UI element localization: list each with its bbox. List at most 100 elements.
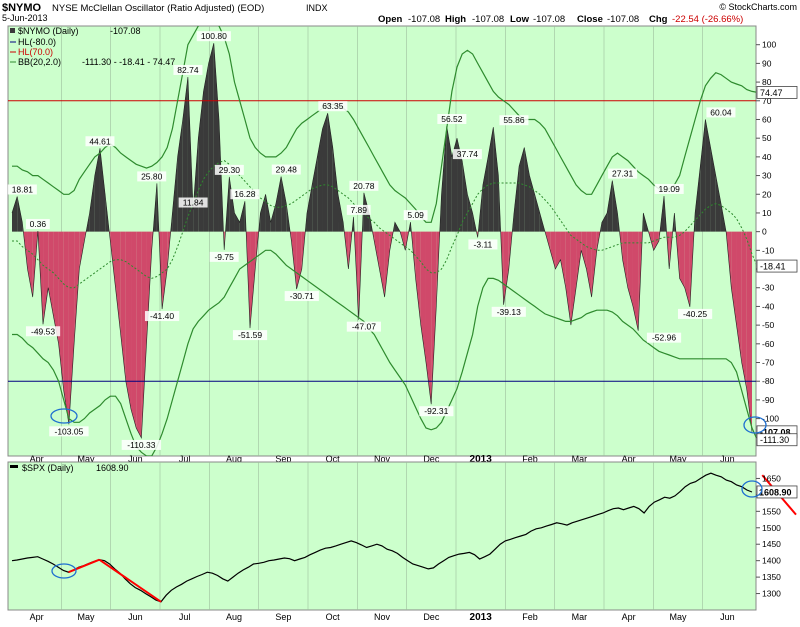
chart-date: 5-Jun-2013 (2, 13, 48, 23)
exchange-label: INDX (306, 3, 328, 13)
y-tick-label: 80 (762, 77, 772, 87)
annotation-label: 7.89 (350, 205, 367, 215)
month-tick-label: Jun (720, 612, 735, 622)
y-tick-label: 1400 (762, 556, 781, 566)
month-tick-label: Nov (374, 612, 391, 622)
month-tick-label: Jul (179, 612, 191, 622)
annotation-label: 44.61 (89, 136, 111, 146)
y-tick-label: 1300 (762, 589, 781, 599)
chart-description: NYSE McClellan Oscillator (Ratio Adjuste… (52, 3, 264, 14)
legend-spx: $SPX (Daily) (22, 463, 74, 473)
legend-nymo-value: -107.08 (110, 26, 141, 36)
y-tick-label: 1650 (762, 473, 781, 483)
y-tick-label: 10 (762, 208, 772, 218)
legend-hl-low: HL(-80.0) (18, 37, 56, 47)
y-tick-label: 1500 (762, 523, 781, 533)
chg-label: Chg (649, 14, 668, 25)
y-tick-label: 20 (762, 189, 772, 199)
annotation-label: 55.86 (503, 115, 525, 125)
nymo-positive-segment (209, 43, 214, 231)
low-value: -107.08 (533, 14, 565, 25)
spx-legend: $SPX (Daily) 1608.90 (10, 463, 129, 473)
month-tick-label: Dec (423, 612, 440, 622)
month-tick-label: Aug (226, 612, 242, 622)
annotation-label: 29.48 (276, 165, 298, 175)
annotation-label: -41.40 (150, 311, 174, 321)
right-value-label: 74.47 (760, 88, 783, 98)
right-value-label: -111.30 (760, 435, 789, 445)
y-tick-label: 1550 (762, 506, 781, 516)
copyright-notice: © StockCharts.com (719, 2, 797, 12)
annotation-label: -39.13 (497, 307, 521, 317)
month-tick-label: May (77, 612, 95, 622)
annotation-label: -49.53 (31, 326, 55, 336)
month-tick-label: Mar (572, 612, 588, 622)
y-tick-label: 0 (762, 227, 767, 237)
annotation-label: -51.59 (238, 330, 262, 340)
nymo-negative-segment (131, 232, 136, 428)
y-tick-label: -50 (762, 320, 775, 330)
annotation-label: 56.52 (441, 114, 463, 124)
annotation-label: 82.74 (177, 65, 199, 75)
annotation-label: -40.25 (683, 309, 707, 319)
annotation-label: -110.33 (127, 440, 155, 450)
close-value: -107.08 (607, 14, 639, 25)
annotation-label: 25.80 (141, 171, 163, 181)
legend-hl-high: HL(70.0) (18, 47, 53, 57)
right-value-label: 1608.90 (759, 487, 792, 497)
legend-bb-value: -111.30 - -18.41 - 74.47 (82, 57, 175, 67)
y-tick-label: 60 (762, 114, 772, 124)
month-tick-label: Apr (30, 612, 44, 622)
high-value: -107.08 (472, 14, 504, 25)
annotation-label: 0.36 (30, 219, 47, 229)
y-tick-label: -70 (762, 358, 775, 368)
annotation-label: 16.28 (234, 189, 256, 199)
y-tick-label: 100 (762, 40, 776, 50)
y-tick-label: 30 (762, 171, 772, 181)
y-tick-label: -10 (762, 245, 775, 255)
y-tick-label: -80 (762, 376, 775, 386)
spx-right-labels: 1608.90 (757, 486, 797, 498)
y-tick-label: -90 (762, 395, 775, 405)
y-tick-label: -60 (762, 339, 775, 349)
annotation-label: 11.84 (183, 198, 204, 208)
month-tick-label: Sep (275, 612, 291, 622)
spx-panel-bg (8, 462, 756, 610)
annotation-label: -9.75 (214, 252, 234, 262)
month-tick-label: Feb (522, 612, 538, 622)
y-tick-label: 90 (762, 58, 772, 68)
nymo-negative-segment (136, 232, 141, 438)
y-tick-label: 1350 (762, 572, 781, 582)
annotation-label: 19.09 (659, 184, 681, 194)
annotation-label: 27.31 (612, 169, 634, 179)
y-tick-label: 40 (762, 152, 772, 162)
open-value: -107.08 (408, 14, 440, 25)
nymo-negative-segment (126, 232, 131, 410)
annotation-label: 20.78 (353, 181, 375, 191)
annotation-label: 37.74 (457, 149, 479, 159)
y-tick-label: -30 (762, 283, 775, 293)
legend-nymo: $NYMO (Daily) (18, 26, 79, 36)
annotation-label: 5.09 (407, 210, 424, 220)
month-tick-label: Jun (128, 612, 143, 622)
annotation-label: -52.96 (652, 333, 676, 343)
month-tick-label: 2013 (470, 612, 493, 622)
annotation-label: -47.07 (352, 322, 376, 332)
legend-bb: BB(20,2.0) (18, 57, 61, 67)
y-tick-label: 50 (762, 133, 772, 143)
annotation-label: 29.30 (219, 165, 241, 175)
open-label: Open (378, 14, 402, 25)
nymo-y-axis: 1009080706050403020100-10-20-30-40-50-60… (756, 40, 779, 443)
annotation-label: 63.35 (322, 101, 344, 111)
y-tick-label: -40 (762, 301, 775, 311)
close-label: Close (577, 14, 603, 25)
annotation-label: 100.80 (201, 31, 227, 41)
annotation-label: -30.71 (290, 291, 314, 301)
month-tick-label: May (669, 612, 687, 622)
annotation-label: 60.04 (710, 107, 732, 117)
month-tick-label: Apr (622, 612, 636, 622)
annotation-label: 18.81 (12, 184, 34, 194)
